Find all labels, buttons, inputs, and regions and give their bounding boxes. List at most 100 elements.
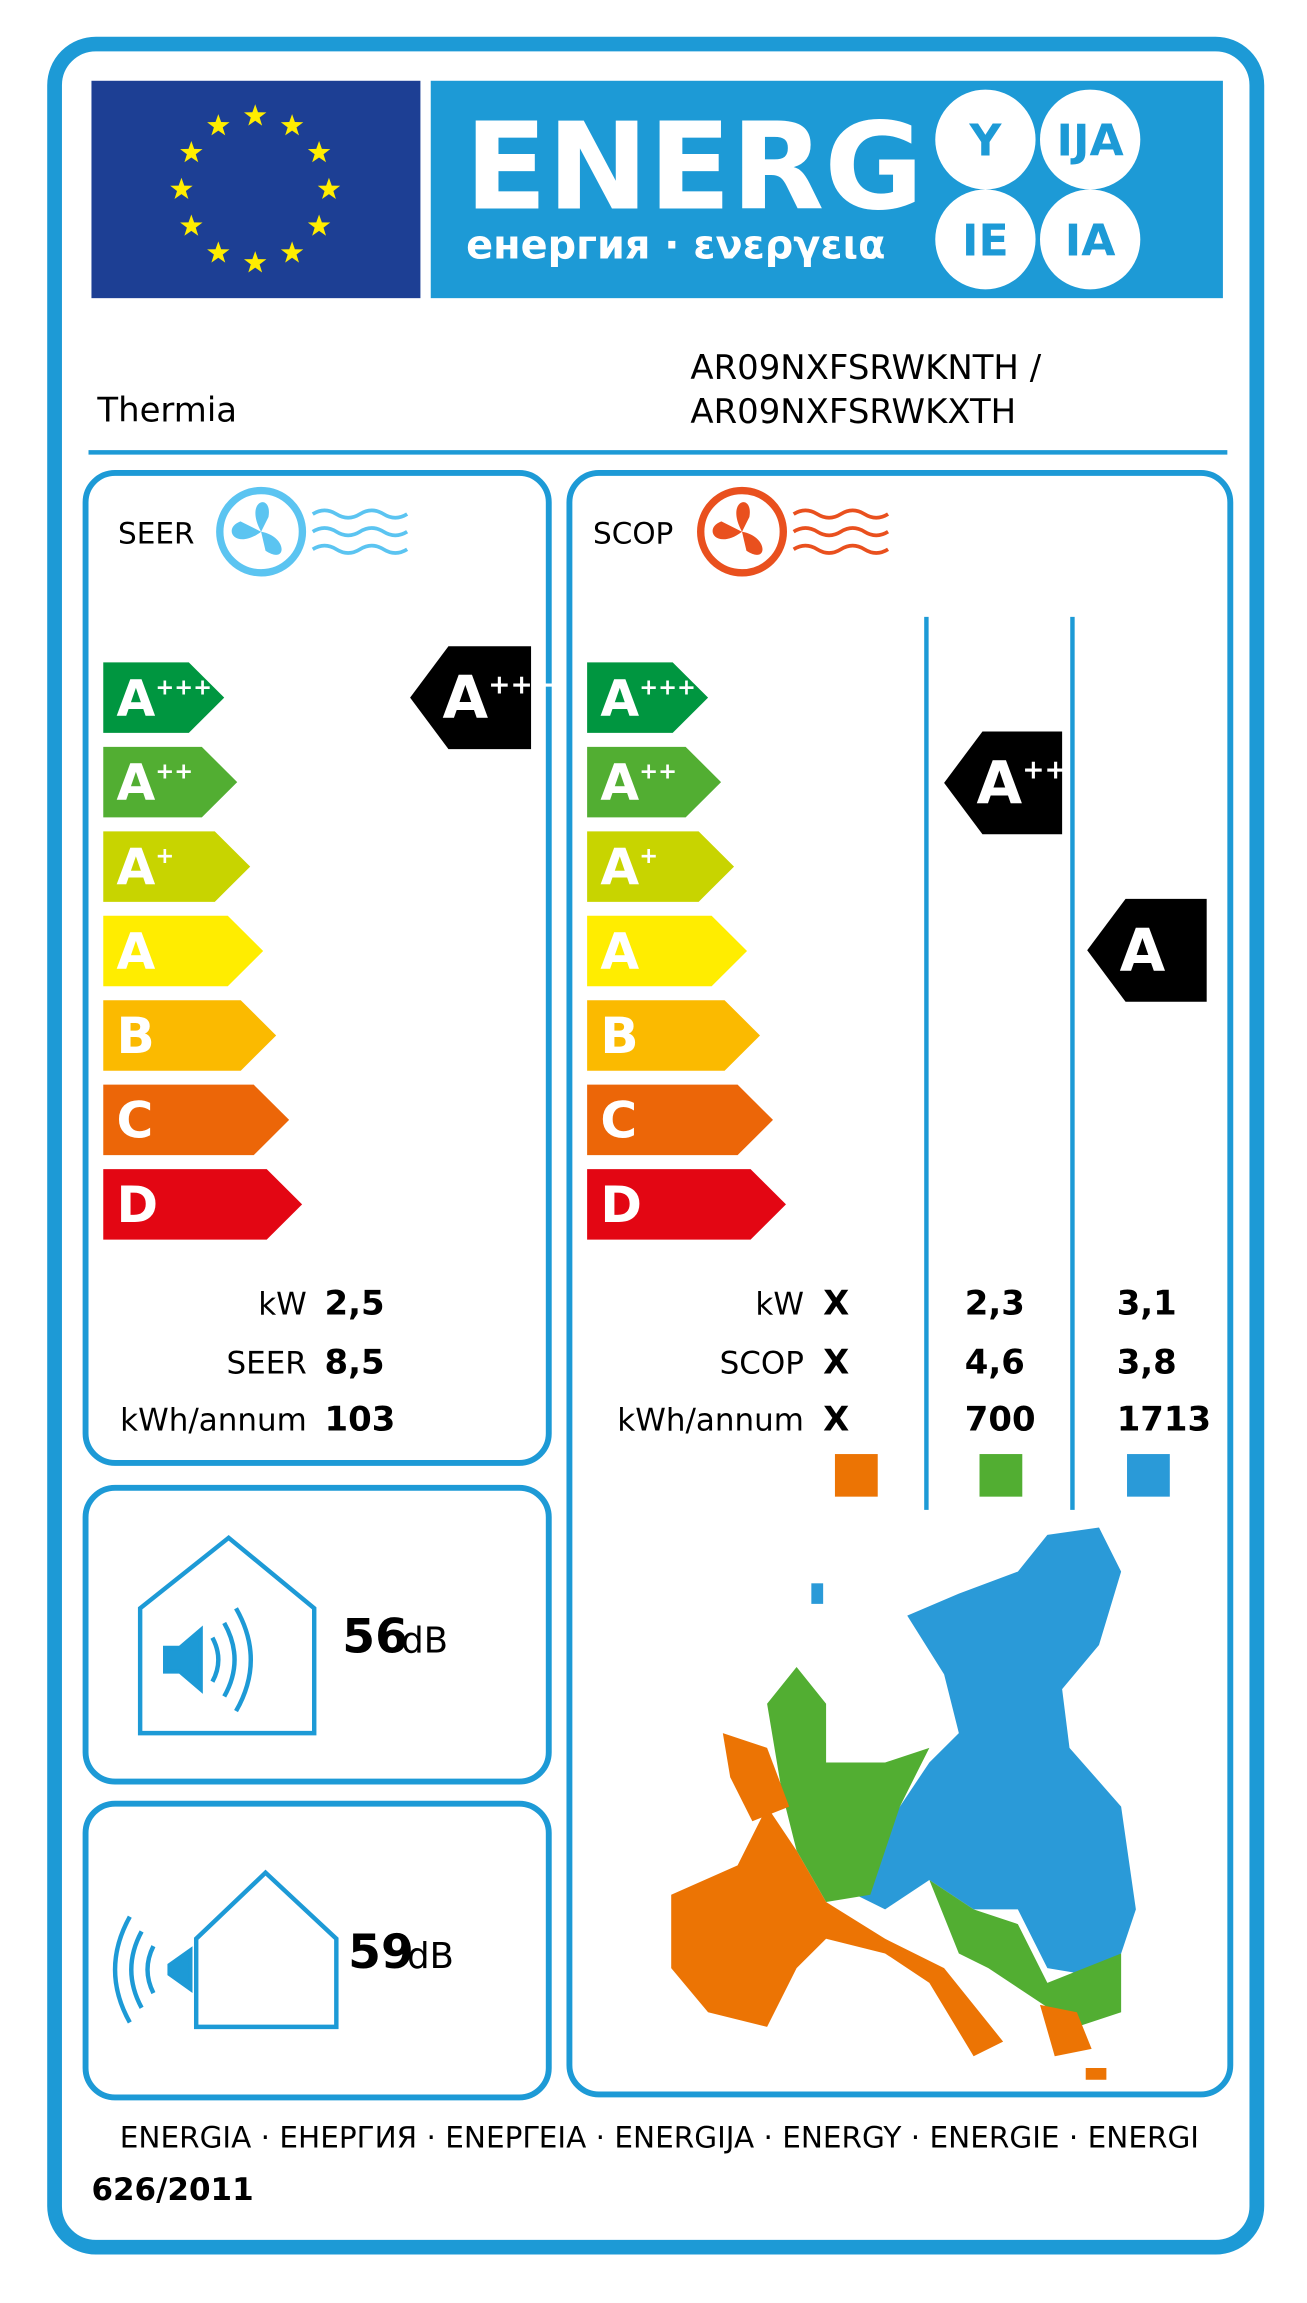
- zone-swatch: [834, 1454, 878, 1497]
- noise-value: 56: [342, 1609, 408, 1664]
- suffix-circles: Y IJA IE IA: [935, 89, 1141, 290]
- model: AR09NXFSRWKXTH: [690, 392, 1016, 431]
- class-letter: D: [600, 1176, 642, 1234]
- cooling-label: SEER: [118, 516, 194, 550]
- row-label: kW: [258, 1287, 307, 1323]
- subtitle: енергия · ενεργεια: [466, 223, 885, 269]
- row-value: 8,5: [325, 1342, 385, 1381]
- class-label: B: [117, 1007, 155, 1065]
- cooling-panel: [82, 470, 552, 1466]
- class-label: A+++: [600, 669, 696, 727]
- row-value: X: [823, 1342, 849, 1381]
- row-value: 4,6: [965, 1342, 1025, 1381]
- row-value: X: [823, 1400, 849, 1439]
- class-sup: +: [155, 843, 174, 869]
- noise-unit: dB: [407, 1936, 454, 1977]
- class-letter: A: [1120, 916, 1166, 985]
- class-label: C: [600, 1092, 637, 1150]
- class-letter: C: [117, 1092, 154, 1150]
- outdoor-noise-panel: [82, 1800, 552, 2101]
- class-arrow: [587, 831, 735, 902]
- row-value: 1713: [1117, 1400, 1211, 1439]
- regulation: 626/2011: [91, 2172, 253, 2208]
- class-label: A+++: [117, 669, 213, 727]
- class-label: A++: [600, 754, 677, 812]
- row-value: 2,3: [965, 1284, 1025, 1323]
- row-label: kWh/annum: [120, 1403, 307, 1439]
- star: [243, 251, 267, 273]
- class-label: D: [600, 1176, 642, 1234]
- class-arrow: [103, 1000, 277, 1071]
- noise-value: 59: [348, 1925, 414, 1980]
- class-label: A: [1120, 916, 1166, 985]
- class-arrow: [587, 1084, 773, 1156]
- class-sup: +++: [155, 674, 212, 700]
- circle: [935, 189, 1036, 290]
- class-label: C: [117, 1092, 154, 1150]
- row-value: 103: [325, 1400, 396, 1439]
- europe-map: [671, 1527, 1136, 2080]
- star: [307, 141, 331, 163]
- star: [170, 177, 193, 200]
- heat-fan-icon: [697, 486, 890, 577]
- row-value: 3,8: [1117, 1342, 1177, 1381]
- class-arrow: [103, 662, 225, 733]
- star: [207, 241, 230, 263]
- class-letter: A: [117, 923, 156, 981]
- class-arrow: [587, 1000, 761, 1071]
- model: AR09NXFSRWKNTH /: [690, 348, 1041, 387]
- rating-arrow: [944, 731, 1063, 835]
- class-letter: B: [600, 1007, 638, 1065]
- class-sup: +++: [639, 674, 696, 700]
- class-letter: A: [443, 663, 489, 732]
- row-value: 3,1: [1117, 1284, 1177, 1323]
- class-letter: A: [117, 669, 156, 727]
- class-arrow: [587, 662, 709, 733]
- class-arrow: [103, 915, 264, 987]
- class-sup: ++: [1022, 755, 1066, 786]
- supplier: Thermia: [96, 391, 237, 430]
- star: [280, 241, 304, 263]
- title: ENERG: [465, 98, 924, 238]
- row-label: kW: [755, 1287, 804, 1323]
- zone-swatch: [979, 1454, 1023, 1497]
- class-letter: A: [600, 923, 639, 981]
- circle: [935, 89, 1036, 190]
- row-value: X: [823, 1284, 849, 1323]
- class-label: D: [117, 1176, 159, 1234]
- class-letter: A: [600, 669, 639, 727]
- rating-arrow: [410, 646, 532, 750]
- star: [307, 214, 331, 236]
- star: [317, 177, 341, 200]
- zone-swatch: [1127, 1454, 1170, 1497]
- suffix: Y: [968, 116, 1002, 167]
- star: [280, 114, 304, 136]
- cool-fan-icon: [216, 486, 409, 577]
- row-label: SEER: [227, 1345, 307, 1381]
- star: [243, 104, 267, 126]
- suffix: IE: [962, 216, 1009, 267]
- class-arrow: [103, 831, 251, 902]
- class-label: A++: [977, 749, 1067, 818]
- circle: [1039, 89, 1141, 190]
- class-arrow: [587, 915, 748, 987]
- class-sup: ++: [155, 759, 193, 785]
- class-label: B: [600, 1007, 638, 1065]
- class-sup: +: [639, 843, 658, 869]
- class-arrow: [103, 746, 238, 818]
- class-letter: A: [117, 754, 156, 812]
- class-letter: A: [600, 838, 639, 896]
- class-arrow: [587, 1169, 786, 1240]
- row-label: kWh/annum: [617, 1403, 804, 1439]
- row-label: SCOP: [720, 1345, 804, 1381]
- class-letter: A: [600, 754, 639, 812]
- class-label: A: [117, 923, 156, 981]
- rating-arrow: [1087, 898, 1207, 1002]
- eu-stars: [170, 104, 341, 273]
- noise-unit: dB: [401, 1620, 448, 1661]
- class-arrow: [587, 746, 722, 818]
- star: [207, 114, 230, 136]
- row-value: 700: [965, 1400, 1036, 1439]
- class-letter: A: [977, 749, 1023, 818]
